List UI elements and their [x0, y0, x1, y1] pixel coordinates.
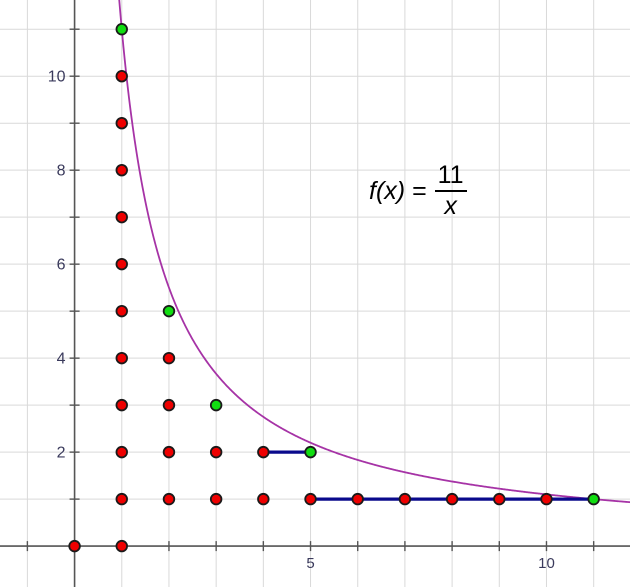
svg-text:4: 4 [57, 351, 66, 368]
svg-text:2: 2 [57, 445, 66, 462]
svg-text:10: 10 [538, 555, 555, 572]
svg-text:6: 6 [57, 257, 66, 274]
svg-text:5: 5 [306, 555, 314, 572]
svg-text:10: 10 [48, 69, 66, 86]
svg-text:8: 8 [57, 163, 66, 180]
